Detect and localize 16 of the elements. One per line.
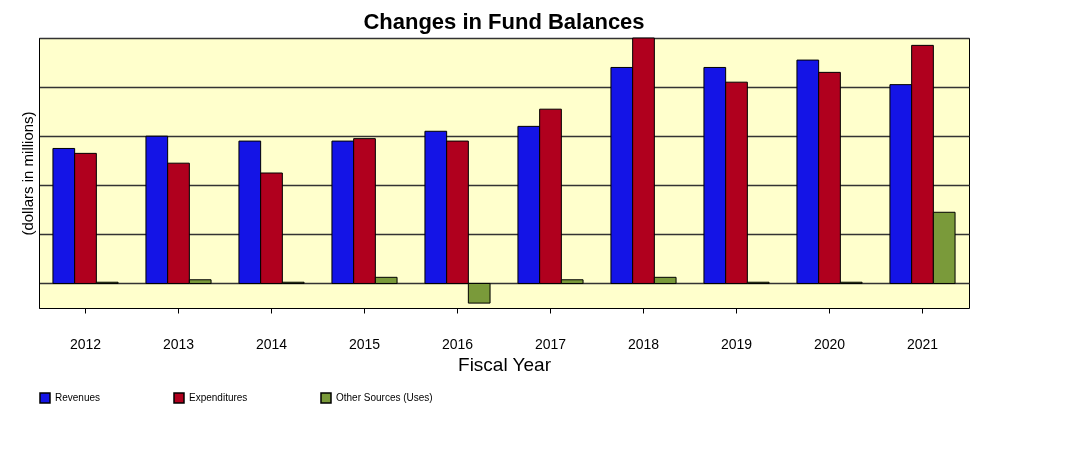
x-axis-title: Fiscal Year — [458, 353, 552, 375]
chart-title: Changes in Fund Balances — [363, 8, 645, 34]
x-tick-label: 2016 — [441, 335, 474, 352]
x-tick-label: 2019 — [720, 335, 753, 352]
legend-label: Other Sources (Uses) — [336, 392, 433, 403]
x-tick-label: 2021 — [906, 335, 939, 352]
x-tick-label: 2014 — [255, 335, 288, 352]
legend-label: Expenditures — [189, 392, 248, 403]
x-tick-label: 2017 — [534, 335, 567, 352]
x-tick-label: 2015 — [348, 335, 381, 352]
x-tick-label: 2018 — [627, 335, 660, 352]
x-tick-label: 2013 — [162, 335, 195, 352]
x-tick-label: 2012 — [69, 335, 102, 352]
y-axis-title: (dollars in millions) — [18, 111, 36, 236]
x-tick-label: 2020 — [813, 335, 846, 352]
legend-label: Revenues — [55, 392, 101, 403]
